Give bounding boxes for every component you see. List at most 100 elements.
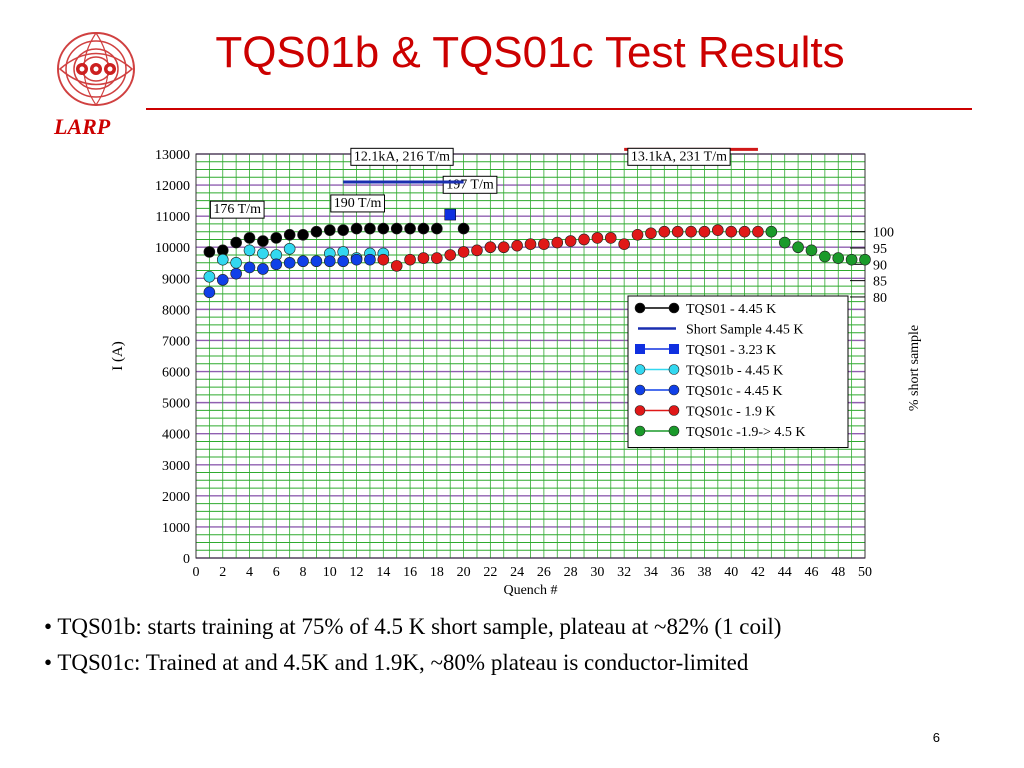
data-point bbox=[444, 249, 457, 261]
y-tick-label: 0 bbox=[183, 552, 190, 567]
y-tick-label: 6000 bbox=[162, 366, 190, 381]
annotation-label: 12.1kA, 216 T/m bbox=[354, 149, 450, 164]
x-tick-label: 20 bbox=[457, 565, 471, 580]
x-tick-label: 46 bbox=[804, 565, 818, 580]
legend-marker bbox=[634, 405, 646, 416]
data-point bbox=[404, 222, 416, 235]
legend-marker bbox=[634, 302, 646, 314]
data-point bbox=[297, 255, 309, 268]
x-tick-label: 6 bbox=[273, 565, 280, 580]
data-point bbox=[364, 222, 376, 235]
y-axis-label: I (A) bbox=[110, 341, 126, 371]
y2-tick-label: 95 bbox=[873, 242, 887, 257]
data-point bbox=[350, 253, 363, 266]
data-point bbox=[738, 225, 751, 238]
annotation-box bbox=[330, 194, 385, 213]
y-tick-label: 8000 bbox=[162, 303, 190, 318]
annotation-box bbox=[209, 200, 265, 219]
legend-label: TQS01b - 4.45 K bbox=[686, 364, 783, 379]
x-tick-label: 42 bbox=[751, 565, 765, 580]
y-tick-label: 5000 bbox=[162, 397, 190, 412]
data-point bbox=[832, 252, 845, 264]
x-tick-label: 22 bbox=[483, 565, 497, 580]
data-point bbox=[497, 241, 510, 254]
y2-axis-label: % short sample bbox=[907, 325, 922, 411]
x-tick-label: 16 bbox=[403, 565, 417, 580]
y2-tick-label: 90 bbox=[873, 258, 887, 273]
data-point bbox=[845, 253, 858, 266]
data-point bbox=[270, 232, 283, 244]
y-tick-label: 9000 bbox=[162, 272, 190, 287]
data-point bbox=[270, 258, 283, 271]
x-tick-label: 2 bbox=[219, 565, 226, 580]
quench-chart: 0100020003000400050006000700080009000100… bbox=[110, 147, 922, 598]
data-point bbox=[337, 255, 349, 268]
data-point bbox=[243, 232, 256, 244]
data-point bbox=[350, 222, 363, 235]
annotation-label: 176 T/m bbox=[213, 202, 261, 217]
x-tick-label: 44 bbox=[778, 565, 792, 580]
data-point bbox=[685, 225, 697, 238]
data-point bbox=[310, 225, 323, 238]
legend-marker bbox=[634, 425, 646, 437]
data-point bbox=[377, 253, 390, 266]
data-point bbox=[390, 222, 403, 235]
data-point bbox=[257, 263, 269, 275]
page-number: 6 bbox=[932, 730, 940, 745]
x-tick-label: 4 bbox=[246, 565, 253, 580]
bullet-list: • TQS01b: starts training at 75% of 4.5 … bbox=[44, 614, 1004, 686]
data-point bbox=[778, 236, 791, 249]
legend-marker bbox=[669, 344, 679, 354]
y-tick-label: 3000 bbox=[162, 459, 190, 474]
legend-marker bbox=[668, 364, 680, 375]
data-point bbox=[364, 253, 376, 266]
data-point bbox=[431, 222, 443, 235]
data-point bbox=[484, 241, 497, 254]
x-tick-label: 30 bbox=[590, 565, 604, 580]
plot-frame bbox=[195, 153, 866, 559]
data-point bbox=[578, 233, 590, 246]
annotation-box bbox=[350, 147, 454, 166]
data-point bbox=[283, 229, 296, 241]
data-point bbox=[457, 246, 470, 258]
legend-marker bbox=[668, 302, 680, 314]
data-point bbox=[230, 236, 242, 249]
data-point-square bbox=[444, 208, 456, 221]
data-point bbox=[671, 225, 684, 238]
data-point bbox=[471, 244, 483, 257]
data-point bbox=[859, 253, 871, 266]
data-point bbox=[752, 225, 764, 238]
data-point bbox=[725, 225, 738, 238]
larp-logo bbox=[57, 31, 135, 107]
data-point bbox=[431, 252, 443, 264]
slide-title: TQS01b & TQS01c Test Results bbox=[215, 28, 845, 77]
y2-tick-label: 80 bbox=[873, 291, 887, 306]
x-tick-label: 34 bbox=[644, 565, 658, 580]
legend-marker bbox=[634, 364, 646, 375]
legend-marker bbox=[668, 405, 680, 416]
legend-marker bbox=[634, 384, 646, 396]
data-point bbox=[243, 244, 256, 257]
y-tick-label: 7000 bbox=[162, 334, 190, 349]
data-point bbox=[457, 222, 470, 235]
x-tick-label: 12 bbox=[350, 565, 364, 580]
data-point bbox=[324, 224, 336, 236]
bullet-tqs01c: • TQS01c: Trained at and 4.5K and 1.9K, … bbox=[44, 650, 749, 675]
y-tick-label: 10000 bbox=[155, 241, 190, 256]
x-tick-label: 40 bbox=[724, 565, 738, 580]
legend-label: TQS01 - 4.45 K bbox=[686, 302, 776, 317]
x-tick-label: 0 bbox=[193, 565, 200, 580]
x-tick-label: 10 bbox=[323, 565, 337, 580]
data-point bbox=[310, 255, 323, 268]
x-tick-label: 18 bbox=[430, 565, 444, 580]
data-point bbox=[216, 253, 229, 266]
annotation-label: 197 T/m bbox=[446, 177, 494, 192]
legend-label: TQS01c - 4.45 K bbox=[686, 384, 782, 399]
x-tick-label: 32 bbox=[617, 565, 631, 580]
data-point bbox=[243, 261, 256, 274]
y-tick-label: 1000 bbox=[162, 521, 190, 536]
annotation-label: 13.1kA, 231 T/m bbox=[631, 149, 727, 164]
data-point bbox=[203, 246, 216, 258]
y-tick-label: 4000 bbox=[162, 428, 190, 443]
data-point bbox=[417, 222, 430, 235]
